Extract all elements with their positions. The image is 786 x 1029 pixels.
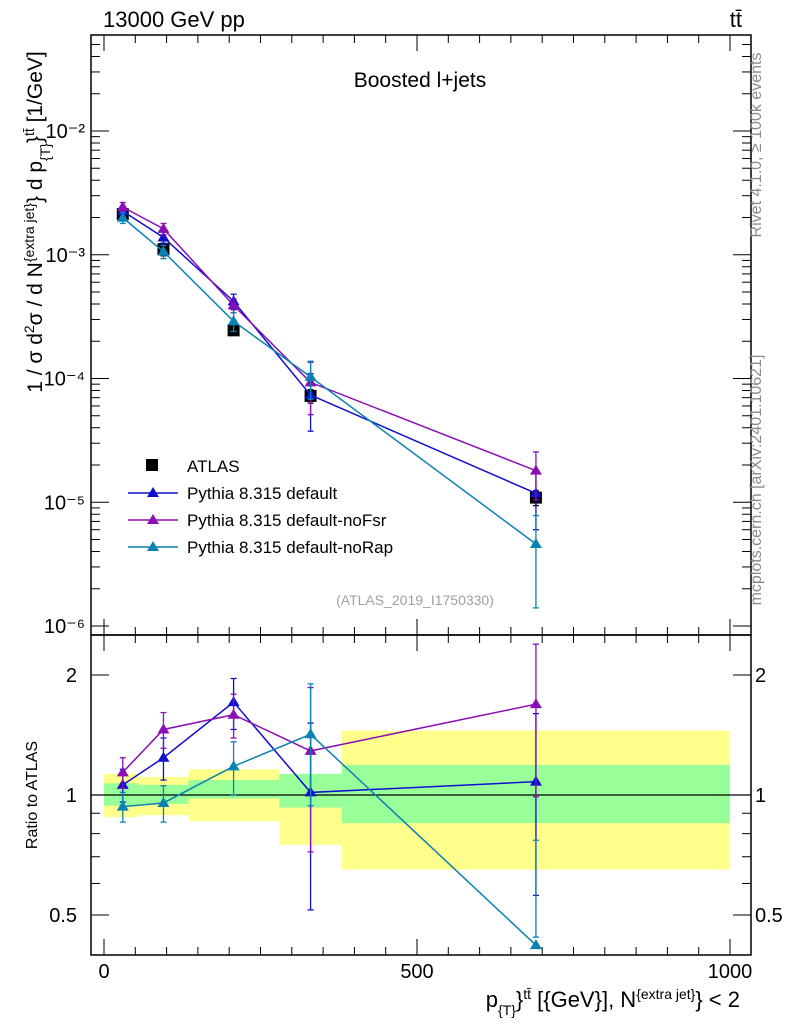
main-line-pythia-8-315-default [122,210,537,495]
ratio-point-pythia-8-315-default-1 [157,751,170,762]
main-point-pythia-8-315-default-norap-3 [304,370,317,381]
legend-label-default: Pythia 8.315 default [187,484,338,503]
x-axis-title: p{T}}tt̄ [{GeV}], N{extra jet}} < 2 [486,986,740,1018]
main-point-pythia-8-315-default-nofsr-1 [157,222,170,233]
ratio-y-tick-label-right: 1 [755,785,766,807]
ratio-uncertainty-bands [91,730,751,870]
ratio-axis-ticks: 0.5 0.5 1 1 2 2 0 500 1000 [49,635,783,983]
ratio-point-pythia-8-315-default-norap-3 [304,728,317,739]
main-axis-ticks: 10⁻² 10⁻³ 10⁻⁴ 10⁻⁵ 10⁻⁶ [44,35,751,638]
legend-marker-atlas [146,459,158,471]
main-point-pythia-8-315-default-norap-1 [157,245,170,256]
mcplots-label: mcplots.cern.ch [arXiv:2401.10621] [748,355,765,606]
main-point-pythia-8-315-default-1 [157,231,170,242]
ratio-point-pythia-8-315-default-norap-1 [157,796,170,807]
main-y-tick-label: 10⁻³ [46,245,86,267]
main-y-tick-label: 10⁻⁵ [44,492,85,514]
plot-title: Boosted l+jets [354,69,487,92]
ratio-point-pythia-8-315-default-nofsr-0 [116,766,129,777]
ratio-point-pythia-8-315-default-norap-0 [116,800,129,811]
analysis-watermark: (ATLAS_2019_I1750330) [336,592,494,608]
main-point-pythia-8-315-default-norap-4 [529,537,542,548]
ratio-y-tick-label-right: 2 [755,665,766,687]
rivet-label: Rivet 4.1.0, ≥ 100k events [748,53,765,238]
x-tick-label: 500 [400,961,433,983]
ratio-point-pythia-8-315-default-norap-4 [529,939,542,950]
main-y-tick-label: 10⁻² [46,121,86,143]
ratio-point-pythia-8-315-default-nofsr-2 [227,708,240,719]
ratio-point-pythia-8-315-default-nofsr-1 [157,723,170,734]
process-label: tt̄ [730,7,742,32]
ratio-point-pythia-8-315-default-nofsr-4 [529,698,542,709]
legend-marker-default [147,487,159,497]
legend: ATLAS Pythia 8.315 default Pythia 8.315 … [128,457,393,557]
main-curves [116,201,542,609]
ratio-y-tick-label-left: 0.5 [49,905,77,927]
main-point-pythia-8-315-default-nofsr-0 [116,201,129,212]
legend-marker-nofsr [147,514,159,524]
ratio-y-tick-label-left: 1 [66,785,77,807]
main-point-pythia-8-315-default-norap-2 [227,315,240,326]
ratio-curves [116,643,542,950]
main-point-pythia-8-315-default-nofsr-2 [227,299,240,310]
x-tick-label: 0 [98,961,109,983]
ratio-y-tick-label-left: 2 [66,665,77,687]
ratio-y-tick-label-right: 0.5 [755,905,783,927]
main-line-pythia-8-315-default-nofsr [122,206,537,472]
main-point-pythia-8-315-default-norap-0 [116,211,129,222]
legend-label-nofsr: Pythia 8.315 default-noFsr [187,511,387,530]
ratio-point-pythia-8-315-default-norap-2 [227,760,240,771]
energy-label: 13000 GeV pp [103,7,245,32]
main-point-pythia-8-315-default-nofsr-4 [529,464,542,475]
legend-label-atlas: ATLAS [187,457,240,476]
x-tick-label: 1000 [708,961,753,983]
main-y-axis-title: 1 / σ d2σ / d N{extra jet}} d p{T}}tt̄ [… [21,51,53,393]
main-y-tick-label: 10⁻⁶ [44,616,85,638]
main-y-tick-label: 10⁻⁴ [44,369,85,391]
legend-label-norap: Pythia 8.315 default-noRap [187,538,393,557]
legend-marker-norap [147,541,159,551]
ratio-y-axis-title: Ratio to ATLAS [24,741,41,849]
